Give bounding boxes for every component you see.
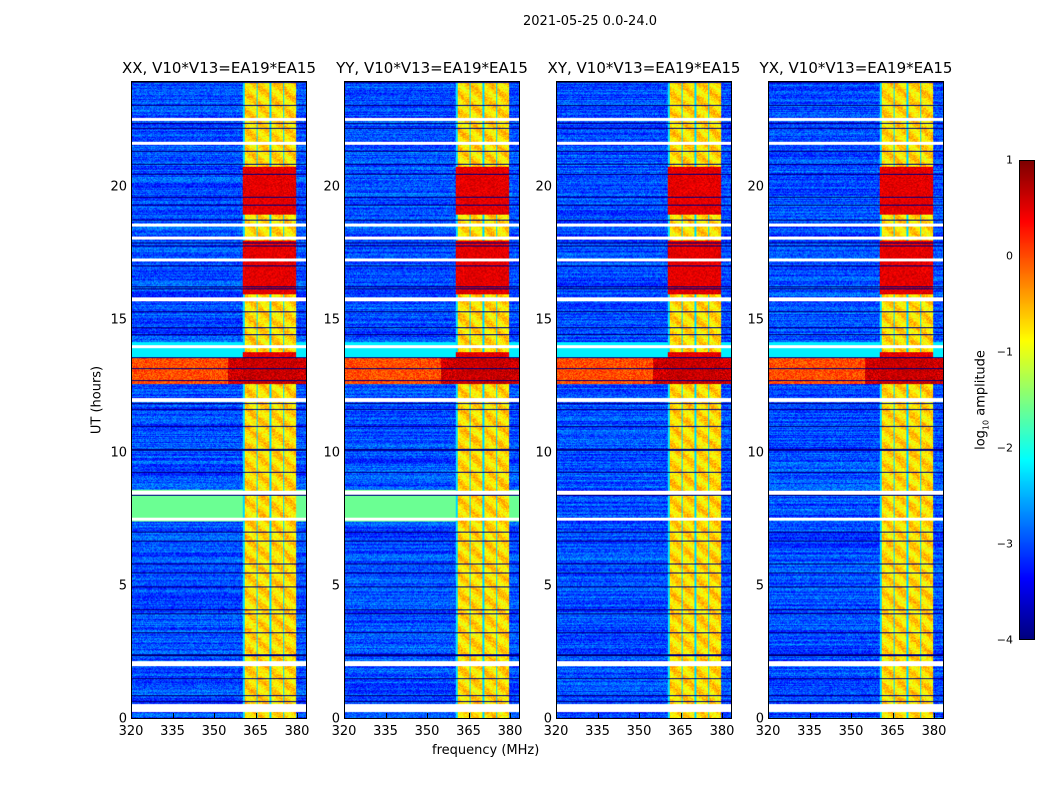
- x-tick-mark: [809, 713, 811, 719]
- x-tick-label: 335: [373, 724, 398, 739]
- colorbar-tick-label: 1: [1006, 153, 1013, 167]
- x-tick-mark: [556, 713, 557, 719]
- y-tick-label: 10: [535, 445, 552, 461]
- x-tick-mark: [297, 713, 299, 719]
- x-tick-mark: [639, 713, 641, 719]
- heatmap-image: [345, 82, 519, 718]
- x-tick-label: 350: [626, 724, 652, 739]
- x-tick-label: 335: [797, 724, 822, 739]
- colorbar-tick-label: −1: [996, 345, 1013, 359]
- y-tick-label: 5: [543, 578, 552, 594]
- heatmap-image: [132, 82, 306, 718]
- x-axis-label: frequency (MHz): [432, 743, 540, 758]
- heatmap-image: [769, 82, 943, 718]
- x-tick-mark: [851, 713, 853, 719]
- panel-title: YY, V10*V13=EA19*EA15: [336, 59, 528, 77]
- colorbar: [1019, 160, 1035, 640]
- waterfall-panel-2: [556, 81, 732, 719]
- heatmap-image: [557, 82, 731, 718]
- colorbar-label: log10 amplitude: [973, 350, 991, 450]
- x-tick-label: 320: [331, 724, 357, 739]
- colorbar-tick-label: −3: [996, 537, 1013, 551]
- y-tick-label: 15: [323, 312, 340, 328]
- x-tick-label: 320: [118, 724, 144, 739]
- y-tick-label: 20: [535, 179, 552, 195]
- x-tick-label: 350: [838, 724, 864, 739]
- waterfall-panel-1: [344, 81, 520, 719]
- x-tick-mark: [934, 713, 936, 719]
- x-tick-mark: [680, 713, 682, 719]
- y-tick-label: 15: [747, 312, 764, 328]
- y-tick-label: 0: [118, 711, 127, 727]
- x-tick-mark: [344, 713, 345, 719]
- x-tick-mark: [722, 713, 724, 719]
- waterfall-panel-3: [768, 81, 944, 719]
- y-axis-label: UT (hours): [89, 365, 105, 435]
- x-tick-label: 350: [414, 724, 440, 739]
- y-tick-label: 0: [755, 711, 764, 727]
- x-tick-label: 380: [921, 724, 947, 739]
- colorbar-tick-label: 0: [1006, 249, 1013, 263]
- y-tick-label: 10: [747, 445, 764, 461]
- panel-title: XX, V10*V13=EA19*EA15: [121, 59, 317, 77]
- x-tick-mark: [468, 713, 470, 719]
- y-tick-label: 15: [535, 312, 552, 328]
- y-tick-label: 0: [543, 711, 552, 727]
- y-tick-label: 5: [118, 578, 127, 594]
- x-tick-mark: [385, 713, 387, 719]
- x-tick-mark: [214, 713, 216, 719]
- y-tick-label: 10: [323, 445, 340, 461]
- x-tick-label: 320: [755, 724, 781, 739]
- y-tick-label: 5: [331, 578, 340, 594]
- x-tick-mark: [255, 713, 257, 719]
- x-tick-label: 365: [880, 724, 905, 739]
- x-tick-label: 365: [243, 724, 268, 739]
- x-tick-label: 380: [284, 724, 310, 739]
- y-tick-label: 10: [110, 445, 127, 461]
- x-tick-label: 365: [668, 724, 693, 739]
- panel-title: XY, V10*V13=EA19*EA15: [547, 59, 741, 77]
- x-tick-mark: [892, 713, 894, 719]
- x-tick-mark: [131, 713, 132, 719]
- x-tick-label: 335: [585, 724, 610, 739]
- x-tick-label: 365: [456, 724, 481, 739]
- panel-title: YX, V10*V13=EA19*EA15: [759, 59, 953, 77]
- y-tick-label: 20: [323, 179, 340, 195]
- x-tick-label: 380: [497, 724, 523, 739]
- x-tick-mark: [427, 713, 429, 719]
- y-tick-label: 5: [755, 578, 764, 594]
- colorbar-tick-label: −4: [996, 633, 1013, 647]
- y-tick-label: 20: [747, 179, 764, 195]
- x-tick-label: 350: [201, 724, 227, 739]
- y-tick-label: 15: [110, 312, 127, 328]
- y-tick-label: 0: [331, 711, 340, 727]
- x-tick-label: 335: [160, 724, 185, 739]
- x-tick-mark: [768, 713, 769, 719]
- x-tick-mark: [597, 713, 599, 719]
- y-tick-label: 20: [110, 179, 127, 195]
- x-tick-label: 380: [709, 724, 735, 739]
- figure-title: 2021-05-25 0.0-24.0: [523, 14, 657, 29]
- x-tick-mark: [510, 713, 512, 719]
- waterfall-panel-0: [131, 81, 307, 719]
- colorbar-tick-label: −2: [996, 441, 1013, 455]
- x-tick-mark: [172, 713, 174, 719]
- x-tick-label: 320: [543, 724, 569, 739]
